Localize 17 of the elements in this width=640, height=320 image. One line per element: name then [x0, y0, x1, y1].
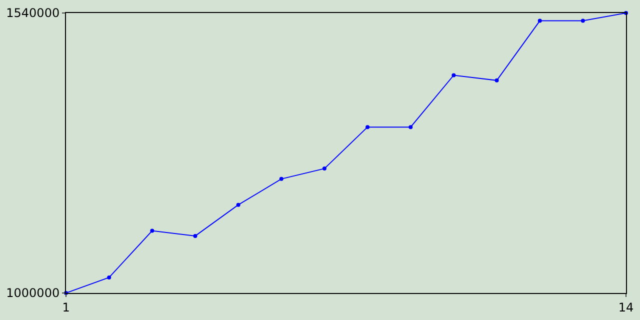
x-tick-label: 1 [62, 300, 70, 314]
point [322, 166, 326, 171]
point [236, 202, 240, 207]
point [193, 234, 198, 238]
point [408, 125, 413, 130]
x-tick-label: 14 [618, 300, 634, 314]
point [538, 18, 542, 23]
point [494, 78, 499, 82]
point [366, 125, 370, 130]
point [150, 228, 154, 233]
point [107, 275, 112, 280]
y-tick-label: 1540000 [6, 6, 60, 20]
y-tick-label: 1000000 [6, 286, 60, 300]
point [279, 176, 284, 181]
point [452, 73, 456, 78]
point [580, 18, 585, 23]
line-series [64, 11, 628, 295]
